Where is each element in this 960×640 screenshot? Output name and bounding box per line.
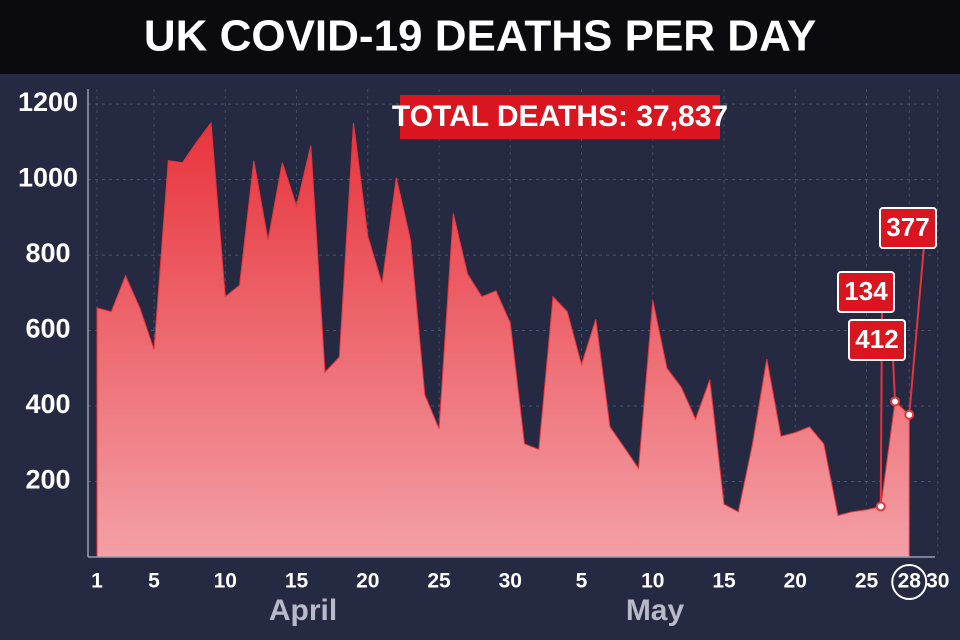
x-tick-label: 25	[855, 570, 879, 593]
value-label: 134	[844, 276, 888, 306]
x-tick-label: 10	[641, 570, 664, 593]
label-box	[879, 207, 937, 249]
value-label: 377	[886, 212, 929, 242]
x-tick-label: 20	[356, 570, 379, 593]
area	[96, 121, 910, 558]
total-annotation: TOTAL DEATHS: 37,837	[392, 100, 728, 133]
month-label: April	[269, 594, 337, 627]
month-label: May	[626, 594, 685, 627]
y-tick-label: 800	[25, 238, 70, 268]
point	[875, 501, 886, 512]
x-tick-label: 10	[214, 570, 237, 593]
tick-highlight	[891, 564, 928, 600]
y-tick-label: 400	[25, 389, 70, 419]
total-box	[400, 95, 720, 139]
y-tick-label: 200	[25, 465, 70, 495]
x-tick-label: 15	[285, 570, 309, 593]
label-box	[837, 271, 895, 313]
x-tick-label: 30	[926, 570, 949, 593]
x-tick-label: 28	[898, 570, 922, 593]
x-tick-label: 30	[499, 570, 522, 593]
x-tick-label: 1	[91, 570, 103, 593]
y-tick-label: 600	[25, 314, 70, 344]
point	[890, 396, 900, 407]
leader-line	[908, 245, 925, 415]
x-tick-label: 25	[427, 570, 451, 593]
label-box	[848, 319, 906, 361]
y-tick-label: 1200	[18, 87, 78, 117]
x-tick-label: 5	[576, 570, 588, 593]
y-tick-label: 1000	[18, 163, 78, 193]
point	[904, 409, 915, 420]
title-bar	[0, 0, 960, 74]
chart-title: UK COVID-19 DEATHS PER DAY	[144, 12, 816, 61]
x-tick-label: 20	[784, 570, 807, 593]
x-tick-label: 5	[148, 570, 160, 593]
leader-line	[892, 357, 896, 402]
value-label: 412	[855, 324, 898, 354]
x-tick-label: 15	[712, 570, 736, 593]
